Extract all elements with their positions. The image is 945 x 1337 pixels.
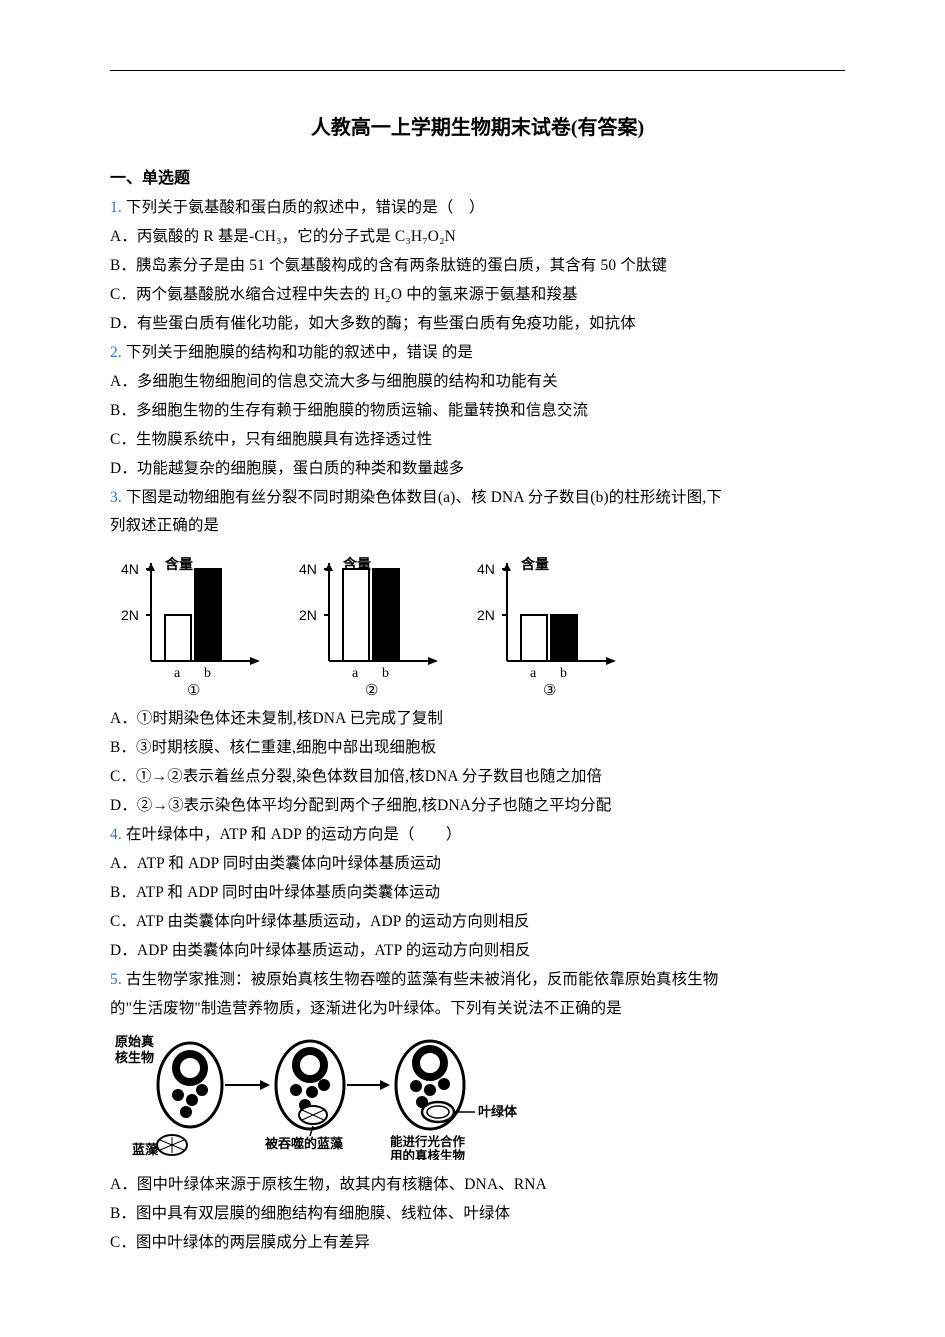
q5-C: C．图中叶绿体的两层膜成分上有差异 [110, 1229, 845, 1258]
q3-C: C．①→②表示着丝点分裂,染色体数目加倍,核DNA 分子数目也随之加倍 [110, 763, 845, 792]
q4-stem: 4. 在叶绿体中，ATP 和 ADP 的运动方向是（ ） [110, 821, 845, 850]
q1-C: C．两个氨基酸脱水缩合过程中失去的 H₂O 中的氢来源于氨基和羧基 [110, 281, 845, 310]
svg-text:含量: 含量 [521, 556, 549, 573]
q3-B: B．③时期核膜、核仁重建,细胞中部出现细胞板 [110, 734, 845, 763]
svg-text:原始真: 原始真 [115, 1034, 154, 1049]
svg-text:a: a [174, 666, 181, 681]
svg-text:能进行光合作: 能进行光合作 [390, 1134, 466, 1149]
q5-stem2: 的"生活废物"制造营养物质，逐渐进化为叶绿体。下列有关说法不正确的是 [110, 995, 845, 1024]
q1-B: B．胰岛素分子是由 51 个氨基酸构成的含有两条肽链的蛋白质，其含有 50 个肽… [110, 252, 845, 281]
svg-text:2N: 2N [121, 607, 139, 623]
svg-text:4N: 4N [299, 561, 317, 577]
q1-stem: 1. 下列关于氨基酸和蛋白质的叙述中，错误的是（ ） [110, 194, 845, 223]
q2-num: 2. [110, 344, 122, 361]
svg-text:核生物: 核生物 [115, 1050, 154, 1065]
svg-text:b: b [204, 666, 211, 681]
q2-B: B．多细胞生物的生存有赖于细胞膜的物质运输、能量转换和信息交流 [110, 397, 845, 426]
q3-stem2: 列叙述正确的是 [110, 512, 845, 541]
svg-text:2N: 2N [299, 607, 317, 623]
svg-text:a: a [352, 666, 359, 681]
svg-text:2N: 2N [477, 607, 495, 623]
q3-stem: 3. 下图是动物细胞有丝分裂不同时期染色体数目(a)、核 DNA 分子数目(b)… [110, 484, 845, 513]
q2-A: A．多细胞生物细胞间的信息交流大多与细胞膜的结构和功能有关 [110, 368, 845, 397]
svg-text:用的真核生物: 用的真核生物 [389, 1148, 466, 1160]
q2-stem: 2. 下列关于细胞膜的结构和功能的叙述中，错误 的是 [110, 339, 845, 368]
q4-num: 4. [110, 826, 122, 843]
q5-A: A．图中叶绿体来源于原核生物，故其内有核糖体、DNA、RNA [110, 1171, 845, 1200]
page-title: 人教高一上学期生物期末试卷(有答案) [110, 111, 845, 140]
svg-text:b: b [382, 666, 389, 681]
q5-stem1: 古生物学家推测：被原始真核生物吞噬的蓝藻有些未被消化，反而能依靠原始真核生物 [126, 971, 718, 988]
q4-C: C．ATP 由类囊体向叶绿体基质运动，ADP 的运动方向则相反 [110, 908, 845, 937]
q2-D: D．功能越复杂的细胞膜，蛋白质的种类和数量越多 [110, 455, 845, 484]
q4-B: B．ATP 和 ADP 同时由叶绿体基质向类囊体运动 [110, 879, 845, 908]
q5-num: 5. [110, 971, 122, 988]
q1-A: A．丙氨酸的 R 基是-CH₃，它的分子式是 C₃H₇O₂N [110, 223, 845, 252]
q3-A: A．①时期染色体还未复制,核DNA 已完成了复制 [110, 705, 845, 734]
q3-num: 3. [110, 489, 122, 506]
svg-text:a: a [530, 666, 537, 681]
q1-stem-text: 下列关于氨基酸和蛋白质的叙述中，错误的是（ ） [126, 199, 485, 216]
q2-stem-text: 下列关于细胞膜的结构和功能的叙述中，错误 的是 [126, 344, 473, 361]
q1-num: 1. [110, 199, 122, 216]
q1-D: D．有些蛋白质有催化功能，如大多数的酶；有些蛋白质有免疫功能，如抗体 [110, 310, 845, 339]
q4-D: D．ADP 由类囊体向叶绿体基质运动，ATP 的运动方向则相反 [110, 937, 845, 966]
svg-text:被吞噬的蓝藻: 被吞噬的蓝藻 [264, 1136, 344, 1151]
q5-stem: 5. 古生物学家推测：被原始真核生物吞噬的蓝藻有些未被消化，反而能依靠原始真核生… [110, 966, 845, 995]
svg-text:叶绿体: 叶绿体 [478, 1104, 518, 1119]
svg-text:4N: 4N [477, 561, 495, 577]
bar-chart-1: 含量 4N 2N a b① [116, 549, 266, 699]
svg-text:4N: 4N [121, 561, 139, 577]
bar-chart-3: 含量 4N 2N a b③ [472, 549, 622, 699]
q3-stem1: 下图是动物细胞有丝分裂不同时期染色体数目(a)、核 DNA 分子数目(b)的柱形… [126, 489, 722, 506]
bar-chart-2: 含量4N2Nab② [294, 549, 444, 699]
q4-stem-text: 在叶绿体中，ATP 和 ADP 的运动方向是（ ） [126, 826, 461, 843]
svg-text:含量: 含量 [165, 556, 193, 573]
svg-text:b: b [560, 666, 567, 681]
top-rule [110, 70, 845, 71]
svg-text:①: ① [187, 683, 200, 699]
q5-B: B．图中具有双层膜的细胞结构有细胞膜、线粒体、叶绿体 [110, 1200, 845, 1229]
svg-text:蓝藻: 蓝藻 [132, 1142, 159, 1157]
q2-C: C．生物膜系统中，只有细胞膜具有选择透过性 [110, 426, 845, 455]
q3-charts: 含量4N2Nab①含量4N2Nab②含量4N2Nab③ [110, 549, 845, 699]
q5-diagram: 原始真 核生物 蓝藻 被吞噬的蓝藻 [110, 1030, 845, 1165]
q3-D: D．②→③表示染色体平均分配到两个子细胞,核DNA分子也随之平均分配 [110, 792, 845, 821]
svg-text:③: ③ [543, 683, 556, 699]
q4-A: A．ATP 和 ADP 同时由类囊体向叶绿体基质运动 [110, 850, 845, 879]
svg-text:②: ② [365, 683, 378, 699]
section-heading: 一、单选题 [110, 164, 845, 188]
